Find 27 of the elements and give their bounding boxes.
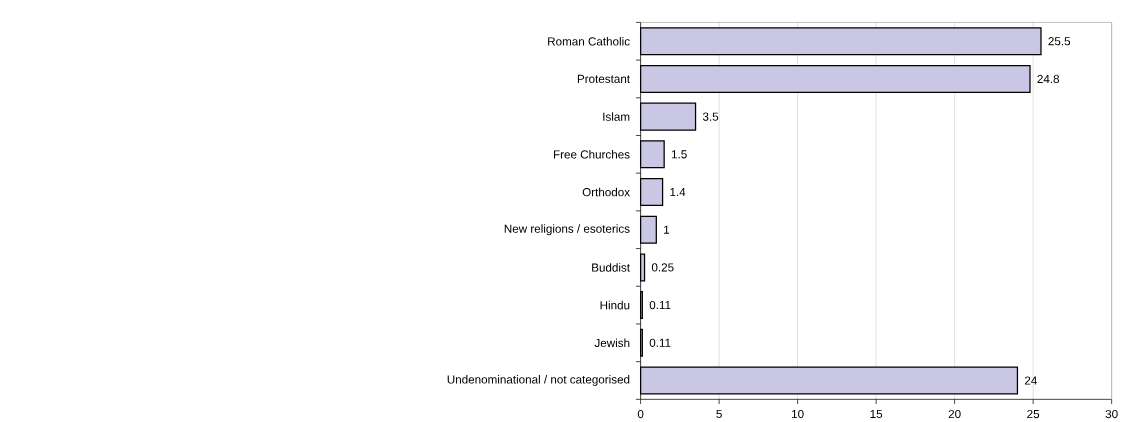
data-label: 1 (664, 225, 670, 234)
y-tick-label: Orthodox (582, 187, 630, 197)
data-label: 1.5 (671, 150, 687, 159)
y-tick-label: Islam (603, 112, 630, 121)
y-tick-label: Jewish (594, 338, 630, 348)
data-label: 25.5 (1048, 37, 1071, 46)
x-tick-label: 10 (792, 409, 804, 419)
data-label: 0.11 (649, 300, 671, 310)
data-label: 3.5 (702, 112, 719, 121)
data-label: 0.25 (651, 263, 674, 272)
y-tick-label: Protestant (577, 74, 630, 83)
y-tick-label: Hindu (600, 300, 630, 310)
data-label: 1.4 (670, 188, 686, 197)
y-tick-label: Free Churches (553, 150, 630, 159)
x-tick-label: 30 (1105, 409, 1118, 419)
data-label: 24 (1024, 376, 1037, 385)
data-label: 0.11 (649, 338, 671, 347)
x-tick-label: 5 (716, 409, 722, 419)
y-tick-label: New religions / esoterics (504, 224, 630, 236)
x-tick-label: 15 (870, 409, 883, 419)
data-label: 24.8 (1037, 74, 1060, 84)
x-tick-label: 20 (948, 409, 961, 419)
y-tick-label: Roman Catholic (548, 36, 630, 46)
x-tick-label: 25 (1027, 409, 1040, 419)
y-tick-label: Undenominational / not categorised (447, 375, 630, 386)
x-tick-label: 0 (637, 409, 644, 419)
y-tick-label: Buddist (592, 263, 630, 272)
